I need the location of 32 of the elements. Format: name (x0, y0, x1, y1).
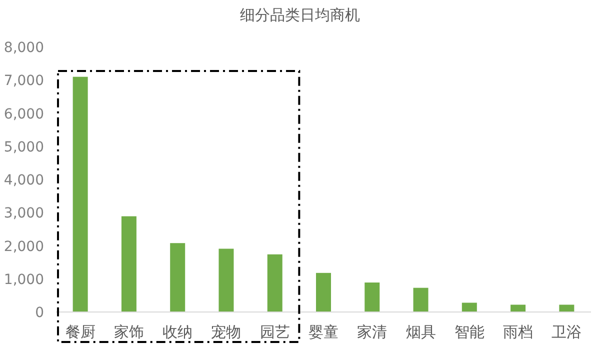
bar (267, 254, 282, 312)
y-tick-label: 2,000 (4, 238, 44, 255)
bar (559, 304, 574, 312)
x-tick-label: 婴童 (308, 323, 338, 341)
y-tick-label: 7,000 (4, 73, 44, 90)
y-tick-label: 8,000 (4, 40, 44, 56)
y-tick-label: 6,000 (4, 106, 44, 122)
y-tick-label: 4,000 (4, 172, 44, 188)
bar (170, 243, 186, 312)
x-tick-label: 收纳 (162, 323, 193, 341)
x-tick-label: 家饰 (114, 323, 144, 341)
bar (72, 76, 88, 312)
x-tick-label: 园艺 (260, 323, 290, 341)
y-tick-label: 1,000 (4, 272, 44, 288)
x-tick-label: 智能 (454, 323, 484, 341)
y-tick-label: 0 (35, 305, 44, 321)
bar (364, 282, 380, 312)
x-tick-label: 烟具 (406, 323, 436, 341)
chart-title: 细分品类日均商机 (240, 6, 360, 24)
bar (510, 304, 526, 312)
y-tick-label: 5,000 (4, 139, 44, 156)
x-tick-label: 卫浴 (552, 323, 582, 341)
x-tick-label: 宠物 (211, 323, 242, 341)
x-tick-label: 家清 (357, 323, 388, 341)
bar (316, 272, 331, 312)
y-tick-label: 3,000 (4, 206, 44, 222)
bar (462, 302, 477, 312)
x-tick-label: 雨档 (503, 323, 534, 341)
bar (218, 248, 234, 312)
bar (413, 288, 428, 312)
bar (121, 216, 136, 312)
x-tick-label: 餐厨 (65, 323, 96, 341)
